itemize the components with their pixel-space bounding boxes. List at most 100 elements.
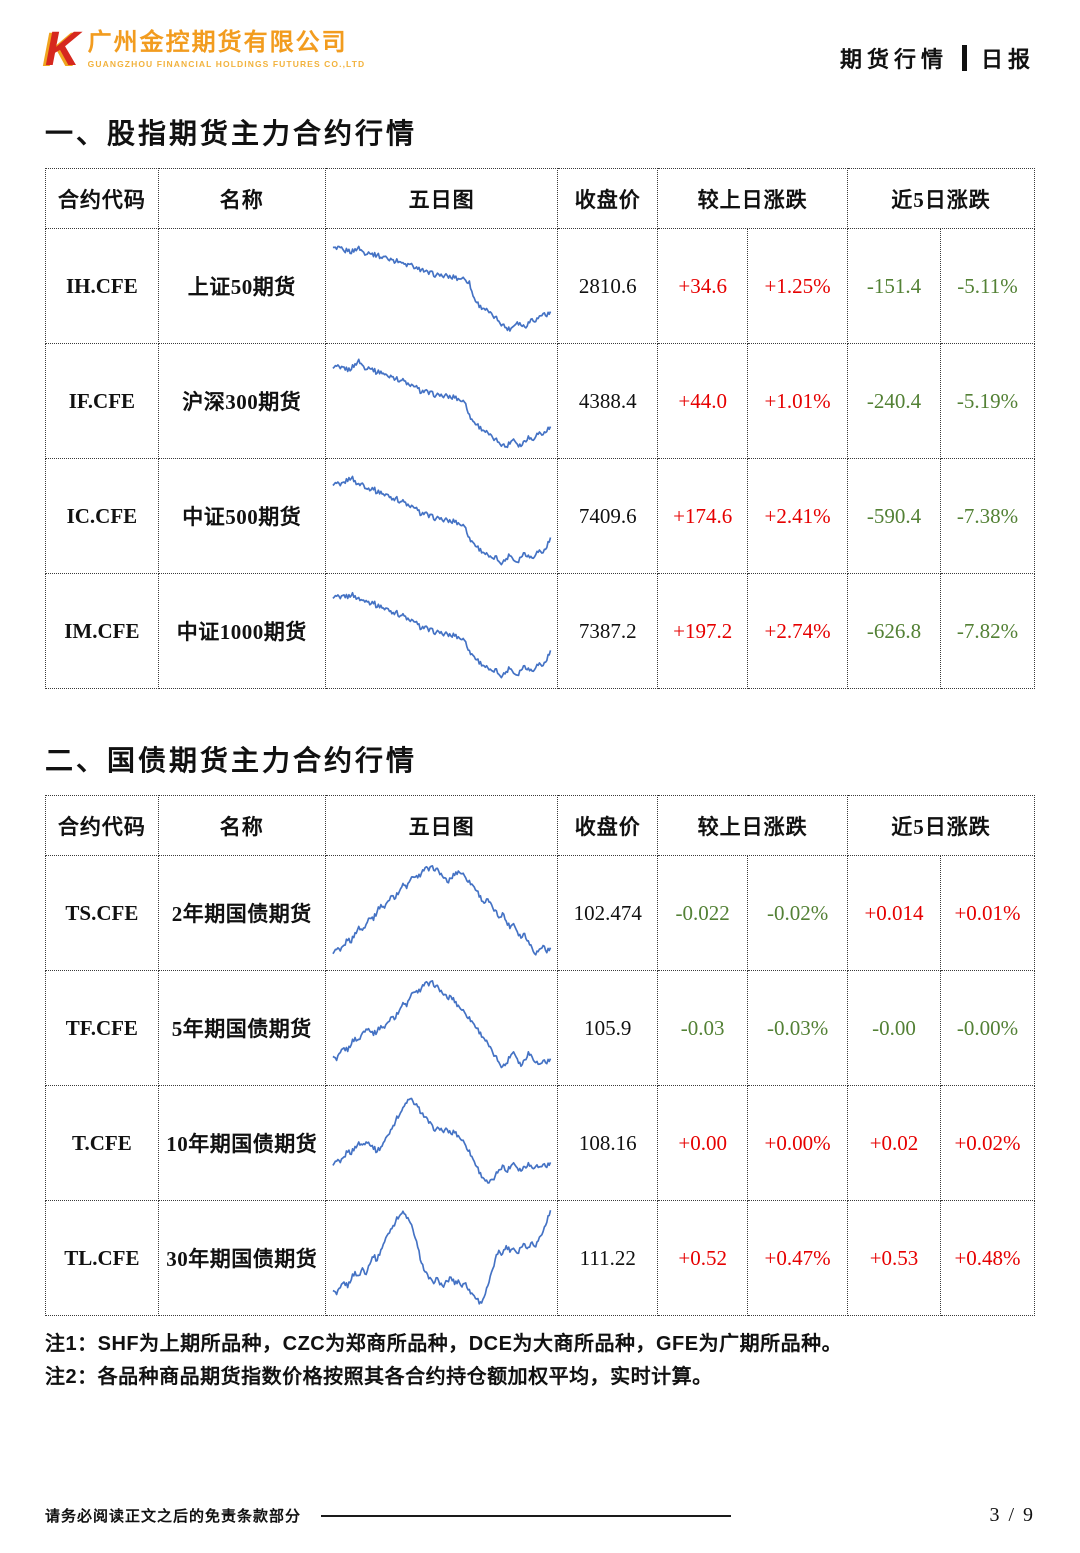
note-1: 注1：SHF为上期所品种，CZC为郑商所品种，DCE为大商所品种，GFE为广期所… bbox=[45, 1333, 843, 1355]
contract-code: IC.CFE bbox=[45, 458, 159, 574]
five-day-sparkline bbox=[332, 865, 552, 956]
close-price: 2810.6 bbox=[557, 228, 659, 344]
table-row: T.CFE 10年期国债期货 108.16 +0.00 +0.00% +0.02… bbox=[45, 1085, 1036, 1201]
five-day-change-value: -626.8 bbox=[847, 573, 941, 689]
contract-name: 沪深300期货 bbox=[157, 343, 326, 459]
five-day-change-percent: -5.11% bbox=[939, 228, 1036, 344]
contract-name: 中证1000期货 bbox=[157, 573, 326, 689]
stock-index-futures-table: 合约代码 名称 五日图 收盘价 较上日涨跌 近5日涨跌 IH.CFE 上证50期… bbox=[45, 168, 1036, 689]
company-logo: K 广州金控期货有限公司 GUANGZHOU FINANCIAL HOLDING… bbox=[45, 26, 365, 74]
contract-name: 上证50期货 bbox=[157, 228, 326, 344]
five-day-change-percent: -0.00% bbox=[939, 970, 1036, 1086]
day-change-value: -0.03 bbox=[657, 970, 749, 1086]
close-price: 105.9 bbox=[557, 970, 659, 1086]
report-page: K 广州金控期货有限公司 GUANGZHOU FINANCIAL HOLDING… bbox=[0, 26, 1080, 1553]
contract-name: 5年期国债期货 bbox=[157, 970, 326, 1086]
col-contract-code: 合约代码 bbox=[45, 795, 159, 856]
table-header-row: 合约代码 名称 五日图 收盘价 较上日涨跌 近5日涨跌 bbox=[45, 168, 1035, 229]
five-day-change-percent: -5.19% bbox=[939, 343, 1036, 459]
five-day-change-percent: +0.48% bbox=[939, 1200, 1036, 1316]
logo-k-icon: K bbox=[45, 23, 80, 76]
day-change-value: +34.6 bbox=[657, 228, 749, 344]
report-title: 期货行情 日报 bbox=[840, 42, 1035, 74]
report-type: 日报 bbox=[980, 47, 1035, 72]
section-stock-index-futures: 一、股指期货主力合约行情 合约代码 名称 五日图 收盘价 较上日涨跌 近5日涨跌… bbox=[45, 112, 1036, 689]
report-category: 期货行情 bbox=[839, 47, 948, 72]
day-change-value: +44.0 bbox=[657, 343, 749, 459]
col-day-change: 较上日涨跌 bbox=[657, 168, 849, 229]
table-row: IF.CFE 沪深300期货 4388.4 +44.0 +1.01% -240.… bbox=[45, 343, 1036, 459]
table-row: TS.CFE 2年期国债期货 102.474 -0.022 -0.02% +0.… bbox=[45, 855, 1036, 971]
col-close-price: 收盘价 bbox=[557, 795, 659, 856]
five-day-change-value: -240.4 bbox=[847, 343, 941, 459]
contract-code: IH.CFE bbox=[45, 228, 159, 344]
five-day-sparkline bbox=[332, 591, 552, 679]
five-day-chart-cell bbox=[324, 970, 559, 1086]
day-change-percent: -0.02% bbox=[747, 855, 849, 971]
five-day-sparkline bbox=[332, 475, 552, 566]
five-day-sparkline bbox=[332, 980, 552, 1069]
page-number: 3 / 9 bbox=[989, 1504, 1035, 1526]
section2-title: 二、国债期货主力合约行情 bbox=[45, 746, 418, 777]
header: K 广州金控期货有限公司 GUANGZHOU FINANCIAL HOLDING… bbox=[45, 26, 1035, 88]
col-five-day-chart: 五日图 bbox=[324, 168, 559, 229]
five-day-change-value: -590.4 bbox=[847, 458, 941, 574]
five-day-change-value: -0.00 bbox=[847, 970, 941, 1086]
table-row: IC.CFE 中证500期货 7409.6 +174.6 +2.41% -590… bbox=[45, 458, 1036, 574]
contract-code: TS.CFE bbox=[45, 855, 159, 971]
close-price: 102.474 bbox=[557, 855, 659, 971]
five-day-change-percent: -7.38% bbox=[939, 458, 1036, 574]
day-change-value: -0.022 bbox=[657, 855, 749, 971]
five-day-change-percent: -7.82% bbox=[939, 573, 1036, 689]
company-name-cn: 广州金控期货有限公司 bbox=[87, 29, 348, 56]
col-name: 名称 bbox=[157, 168, 326, 229]
five-day-change-value: +0.53 bbox=[847, 1200, 941, 1316]
notes: 注1：SHF为上期所品种，CZC为郑商所品种，DCE为大商所品种，GFE为广期所… bbox=[45, 1328, 1035, 1394]
five-day-chart-cell bbox=[324, 1085, 559, 1201]
table-row: IM.CFE 中证1000期货 7387.2 +197.2 +2.74% -62… bbox=[45, 573, 1036, 689]
disclaimer-text: 请务必阅读正文之后的免责条款部分 bbox=[45, 1509, 302, 1525]
footer-rule bbox=[321, 1514, 732, 1517]
day-change-percent: +2.74% bbox=[747, 573, 849, 689]
day-change-percent: +1.01% bbox=[747, 343, 849, 459]
bond-futures-table: 合约代码 名称 五日图 收盘价 较上日涨跌 近5日涨跌 TS.CFE 2年期国债… bbox=[45, 795, 1036, 1316]
contract-name: 中证500期货 bbox=[157, 458, 326, 574]
five-day-change-percent: +0.02% bbox=[939, 1085, 1036, 1201]
table-row: TF.CFE 5年期国债期货 105.9 -0.03 -0.03% -0.00 … bbox=[45, 970, 1036, 1086]
footer: 请务必阅读正文之后的免责条款部分 3 / 9 bbox=[45, 1504, 1035, 1527]
contract-code: IM.CFE bbox=[45, 573, 159, 689]
company-name-en: GUANGZHOU FINANCIAL HOLDINGS FUTURES CO.… bbox=[87, 59, 366, 69]
logo-text: 广州金控期货有限公司 GUANGZHOU FINANCIAL HOLDINGS … bbox=[87, 26, 366, 70]
five-day-sparkline bbox=[332, 1210, 552, 1305]
contract-code: T.CFE bbox=[45, 1085, 159, 1201]
col-close-price: 收盘价 bbox=[557, 168, 659, 229]
day-change-value: +197.2 bbox=[657, 573, 749, 689]
col-contract-code: 合约代码 bbox=[45, 168, 159, 229]
five-day-chart-cell bbox=[324, 343, 559, 459]
contract-name: 30年期国债期货 bbox=[157, 1200, 326, 1316]
day-change-percent: +1.25% bbox=[747, 228, 849, 344]
col-five-day-change: 近5日涨跌 bbox=[847, 168, 1035, 229]
section1-title: 一、股指期货主力合约行情 bbox=[45, 119, 418, 150]
five-day-chart-cell bbox=[324, 458, 559, 574]
five-day-change-value: +0.02 bbox=[847, 1085, 941, 1201]
close-price: 111.22 bbox=[557, 1200, 659, 1316]
close-price: 7387.2 bbox=[557, 573, 659, 689]
contract-code: IF.CFE bbox=[45, 343, 159, 459]
col-five-day-chart: 五日图 bbox=[324, 795, 559, 856]
section-bond-futures: 二、国债期货主力合约行情 合约代码 名称 五日图 收盘价 较上日涨跌 近5日涨跌… bbox=[45, 739, 1036, 1316]
day-change-percent: +0.47% bbox=[747, 1200, 849, 1316]
day-change-value: +0.52 bbox=[657, 1200, 749, 1316]
close-price: 7409.6 bbox=[557, 458, 659, 574]
five-day-change-value: -151.4 bbox=[847, 228, 941, 344]
close-price: 108.16 bbox=[557, 1085, 659, 1201]
day-change-percent: +0.00% bbox=[747, 1085, 849, 1201]
five-day-change-value: +0.014 bbox=[847, 855, 941, 971]
five-day-chart-cell bbox=[324, 855, 559, 971]
col-day-change: 较上日涨跌 bbox=[657, 795, 849, 856]
contract-name: 10年期国债期货 bbox=[157, 1085, 326, 1201]
close-price: 4388.4 bbox=[557, 343, 659, 459]
table-row: TL.CFE 30年期国债期货 111.22 +0.52 +0.47% +0.5… bbox=[45, 1200, 1036, 1316]
table-row: IH.CFE 上证50期货 2810.6 +34.6 +1.25% -151.4… bbox=[45, 228, 1036, 344]
col-name: 名称 bbox=[157, 795, 326, 856]
